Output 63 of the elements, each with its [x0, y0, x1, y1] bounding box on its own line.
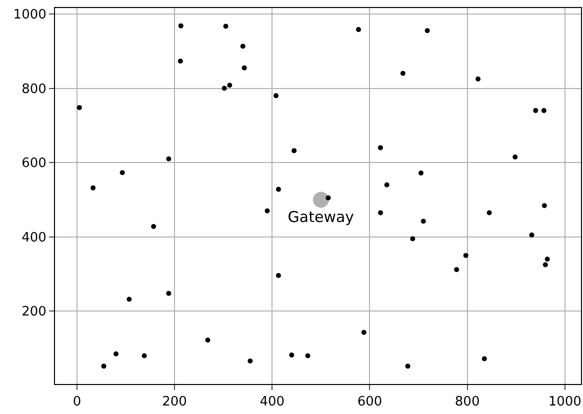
point — [418, 170, 424, 176]
point — [512, 154, 518, 160]
x-tick-label: 400 — [260, 394, 285, 410]
point — [178, 58, 183, 64]
point — [326, 195, 331, 200]
point — [305, 353, 310, 358]
point — [142, 353, 147, 358]
y-tick-label: 1000 — [13, 7, 46, 22]
point — [378, 145, 383, 150]
point — [113, 351, 118, 356]
y-tick-label: 800 — [22, 82, 46, 97]
point — [454, 267, 460, 272]
point — [356, 27, 361, 32]
point — [223, 24, 228, 29]
x-tick-label: 0 — [72, 394, 82, 410]
point — [227, 82, 232, 88]
point — [420, 218, 426, 224]
point — [541, 108, 546, 114]
y-tick-label: 600 — [22, 156, 46, 172]
point — [276, 273, 281, 278]
point — [222, 86, 227, 91]
point — [410, 236, 416, 242]
point — [533, 108, 538, 114]
point — [312, 192, 329, 208]
x-tick-label: 200 — [162, 394, 187, 410]
y-tick-label: 200 — [22, 304, 46, 320]
point — [542, 203, 547, 208]
point — [292, 148, 297, 154]
point — [166, 156, 172, 162]
point — [101, 364, 106, 369]
point — [542, 262, 548, 268]
point — [289, 352, 294, 358]
point — [178, 23, 184, 28]
point — [544, 256, 550, 262]
point — [405, 364, 410, 369]
point — [120, 170, 125, 176]
point — [274, 93, 279, 98]
x-tick-label: 1000 — [548, 394, 582, 410]
point — [76, 105, 82, 110]
point — [126, 296, 132, 302]
point — [361, 330, 366, 335]
point — [205, 338, 210, 343]
point — [240, 44, 246, 49]
point — [482, 356, 487, 362]
point — [248, 358, 253, 364]
x-tick-label: 600 — [357, 394, 382, 410]
point — [400, 70, 406, 76]
point — [90, 185, 96, 190]
series-label: Gateway — [288, 208, 354, 226]
point — [151, 224, 156, 229]
point — [264, 208, 270, 214]
point — [166, 290, 172, 296]
point — [476, 76, 481, 82]
point — [424, 28, 430, 34]
point — [384, 182, 390, 188]
point — [276, 186, 281, 192]
point — [486, 210, 492, 216]
point — [529, 232, 534, 238]
point — [463, 252, 468, 258]
x-tick-label: 800 — [454, 394, 480, 410]
y-tick-label: 400 — [22, 230, 46, 246]
point — [378, 210, 383, 216]
point — [242, 65, 247, 70]
